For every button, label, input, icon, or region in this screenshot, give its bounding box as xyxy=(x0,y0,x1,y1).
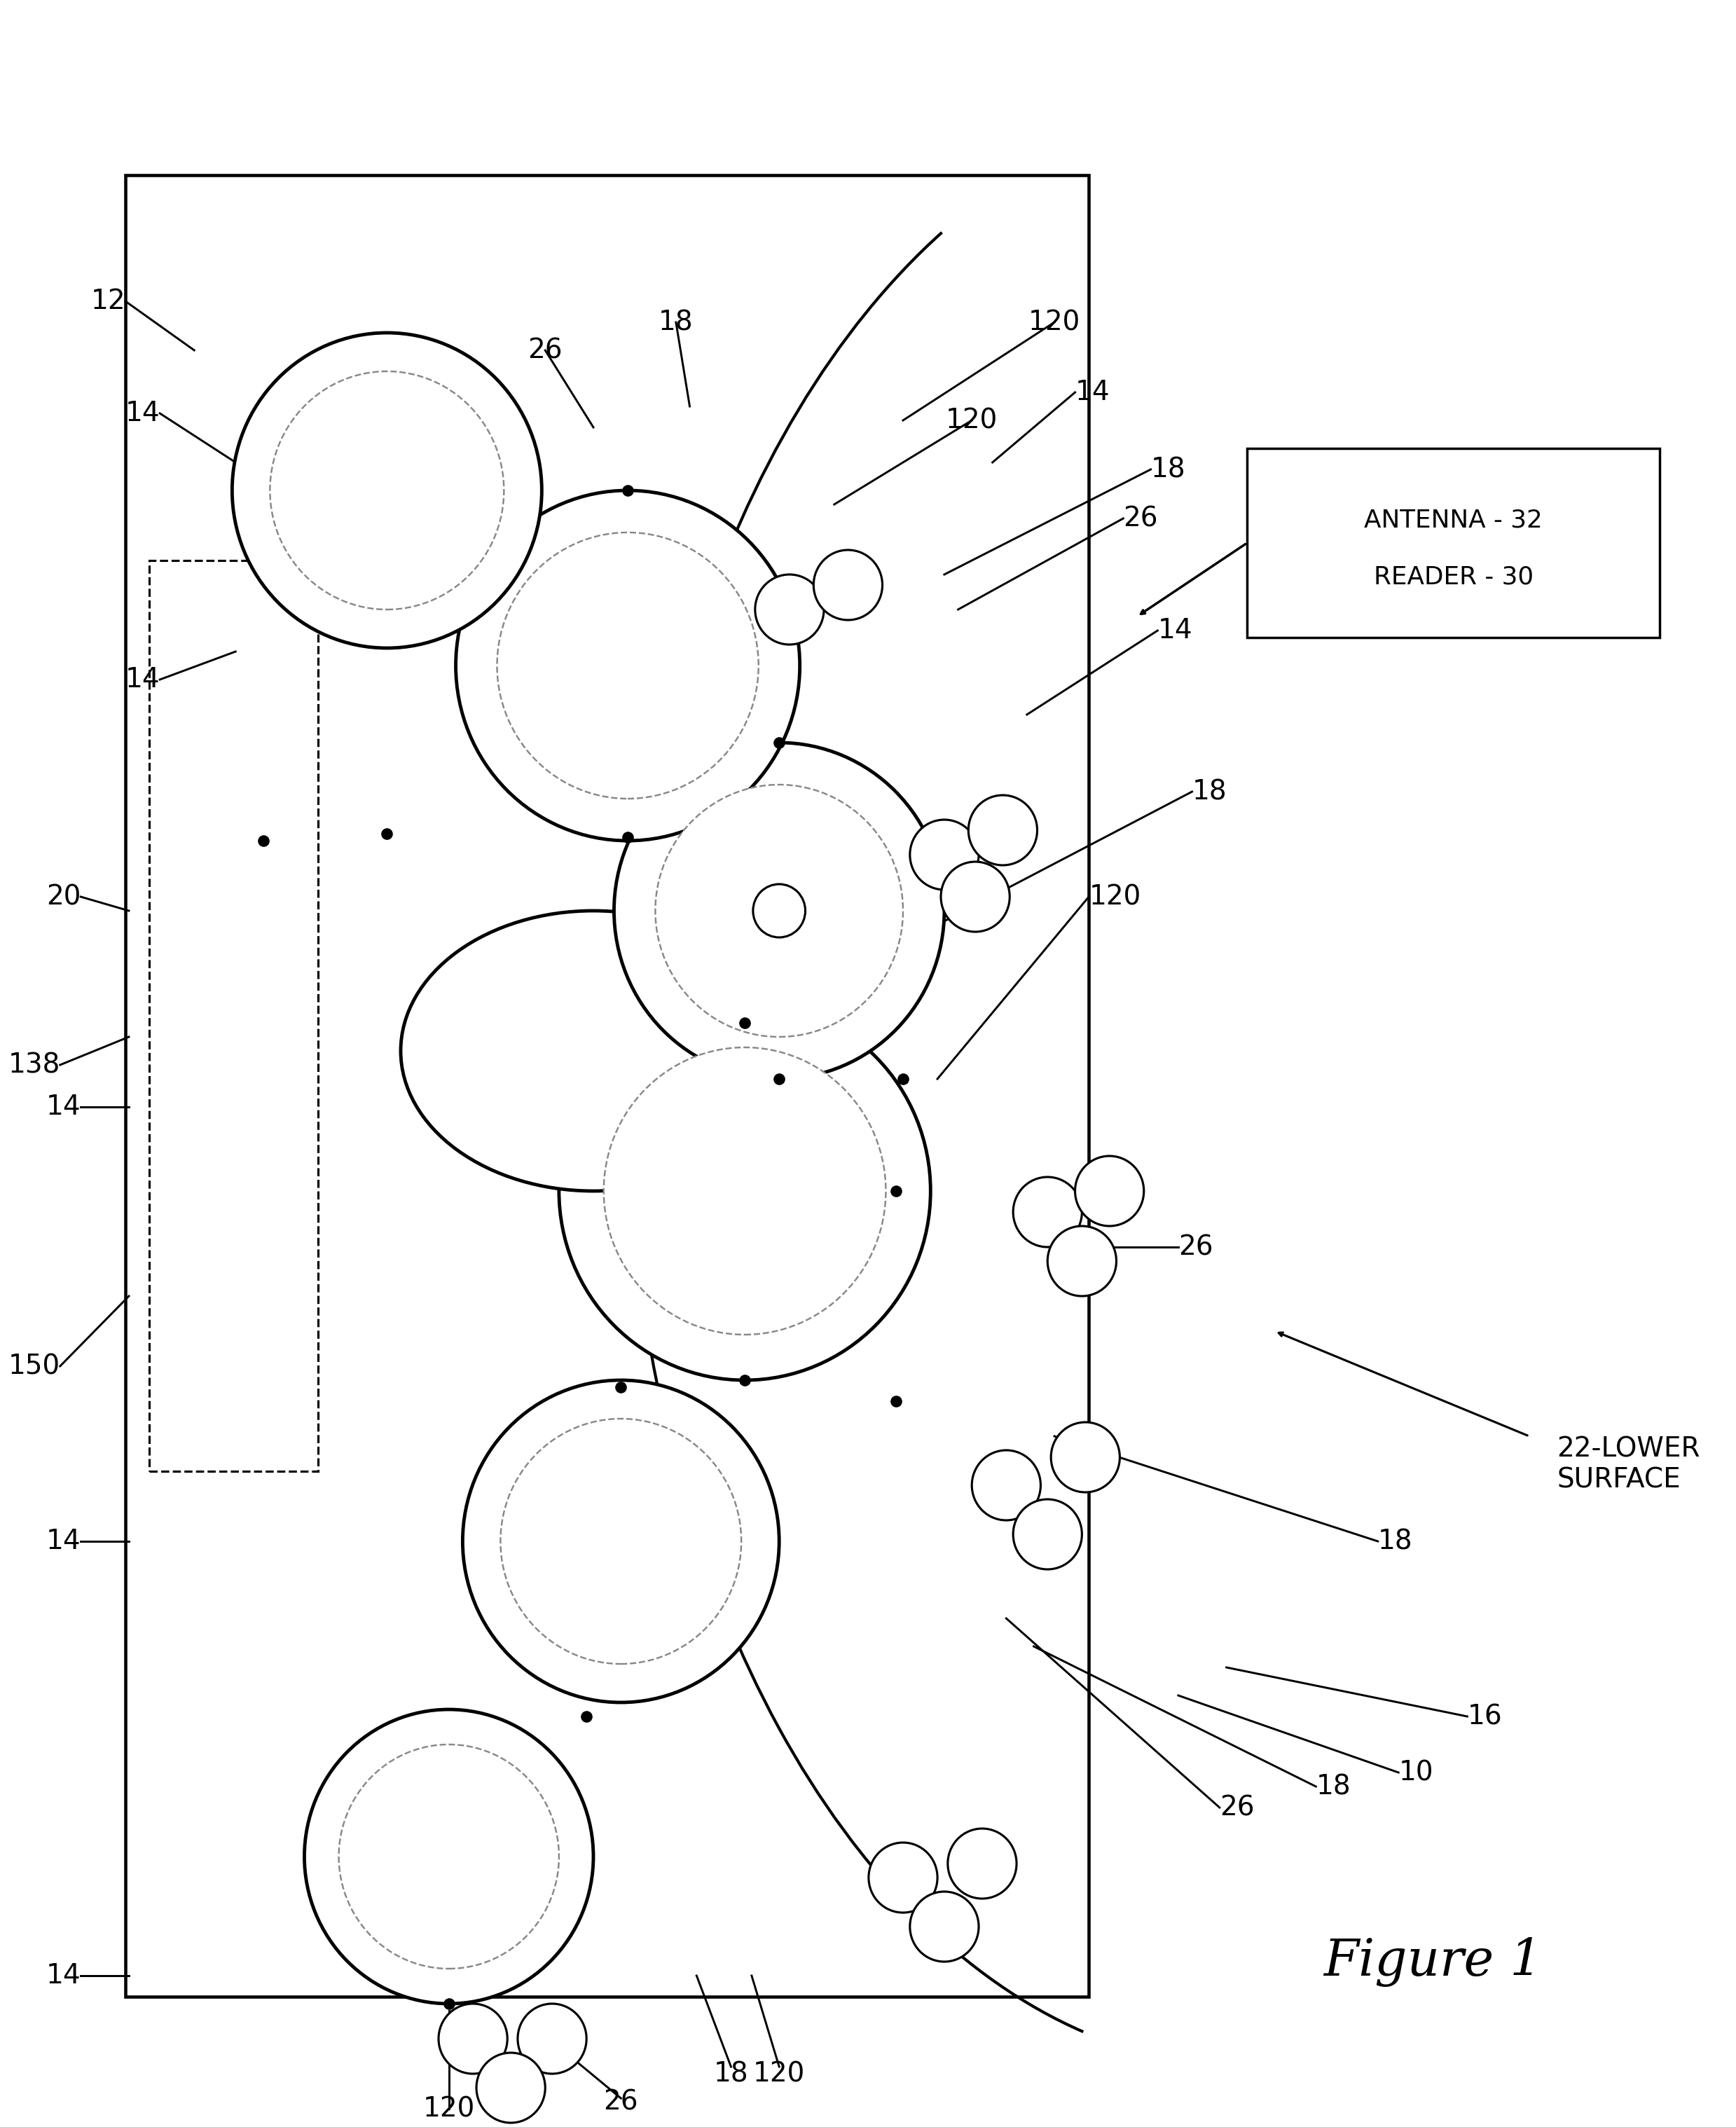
Circle shape xyxy=(496,532,759,798)
Text: 14: 14 xyxy=(125,666,160,693)
Text: 14: 14 xyxy=(45,1527,82,1555)
Circle shape xyxy=(233,332,542,649)
Circle shape xyxy=(814,551,882,621)
Text: 26: 26 xyxy=(604,2089,639,2114)
Text: 26: 26 xyxy=(1220,1795,1255,1821)
Text: READER - 30: READER - 30 xyxy=(1373,566,1533,589)
Point xyxy=(766,1061,793,1095)
Text: 20: 20 xyxy=(47,883,82,910)
Point xyxy=(731,1363,759,1397)
Text: 14: 14 xyxy=(45,1963,82,1989)
Text: 120: 120 xyxy=(1028,308,1080,336)
Circle shape xyxy=(615,742,944,1078)
Text: 14: 14 xyxy=(125,400,160,428)
Point xyxy=(615,821,642,855)
Circle shape xyxy=(1014,1176,1082,1246)
Circle shape xyxy=(500,1419,741,1663)
Text: 22-LOWER
SURFACE: 22-LOWER SURFACE xyxy=(1557,1436,1700,1493)
Text: 12: 12 xyxy=(90,287,125,315)
Circle shape xyxy=(969,795,1036,866)
Circle shape xyxy=(1047,1225,1116,1295)
Point xyxy=(766,725,793,759)
Circle shape xyxy=(910,1891,979,1961)
Text: 18: 18 xyxy=(658,308,693,336)
Circle shape xyxy=(755,574,825,644)
Circle shape xyxy=(559,1002,930,1380)
Circle shape xyxy=(941,861,1010,932)
Bar xyxy=(149,562,318,1472)
Circle shape xyxy=(948,1829,1017,1899)
Circle shape xyxy=(1075,1155,1144,1225)
Point xyxy=(882,1385,910,1419)
Text: 150: 150 xyxy=(9,1353,61,1380)
Text: ANTENNA - 32: ANTENNA - 32 xyxy=(1364,508,1543,532)
Text: 120: 120 xyxy=(946,406,998,434)
Point xyxy=(608,1370,635,1404)
Point xyxy=(731,1006,759,1040)
Text: 10: 10 xyxy=(1399,1759,1434,1787)
Point xyxy=(615,474,642,508)
Text: 18: 18 xyxy=(1316,1774,1351,1799)
Text: 18: 18 xyxy=(1193,778,1227,804)
Point xyxy=(250,823,278,857)
Circle shape xyxy=(462,1380,779,1702)
Text: 120: 120 xyxy=(753,2061,806,2087)
Text: 14: 14 xyxy=(1075,379,1109,406)
Text: 120: 120 xyxy=(1088,883,1141,910)
Text: 14: 14 xyxy=(1158,617,1193,644)
Circle shape xyxy=(1014,1500,1082,1570)
Circle shape xyxy=(304,1710,594,2004)
Text: 26: 26 xyxy=(1179,1234,1213,1261)
Ellipse shape xyxy=(401,910,786,1191)
Circle shape xyxy=(271,372,503,610)
Bar xyxy=(125,174,1088,1997)
Circle shape xyxy=(604,1046,885,1334)
Circle shape xyxy=(517,2004,587,2074)
Circle shape xyxy=(910,819,979,889)
Circle shape xyxy=(868,1842,937,1912)
Text: 18: 18 xyxy=(1378,1527,1413,1555)
Text: 138: 138 xyxy=(9,1051,61,1078)
Point xyxy=(882,1174,910,1208)
Text: 18: 18 xyxy=(713,2061,748,2087)
Circle shape xyxy=(1050,1423,1120,1493)
Text: 26: 26 xyxy=(528,336,562,364)
Point xyxy=(373,817,401,851)
Circle shape xyxy=(457,491,800,840)
Text: 120: 120 xyxy=(424,2095,476,2123)
Text: 26: 26 xyxy=(1123,504,1158,532)
Text: 14: 14 xyxy=(45,1093,82,1121)
Circle shape xyxy=(476,2053,545,2123)
Point xyxy=(889,1061,917,1095)
Bar xyxy=(1246,449,1660,638)
Circle shape xyxy=(439,2004,507,2074)
Circle shape xyxy=(339,1744,559,1970)
Circle shape xyxy=(654,785,903,1036)
Point xyxy=(436,1987,464,2021)
Text: 16: 16 xyxy=(1467,1704,1502,1729)
Text: 18: 18 xyxy=(1151,455,1186,483)
Circle shape xyxy=(972,1451,1040,1521)
Circle shape xyxy=(753,885,806,938)
Text: Figure 1: Figure 1 xyxy=(1323,1938,1542,1987)
Point xyxy=(573,1699,601,1734)
